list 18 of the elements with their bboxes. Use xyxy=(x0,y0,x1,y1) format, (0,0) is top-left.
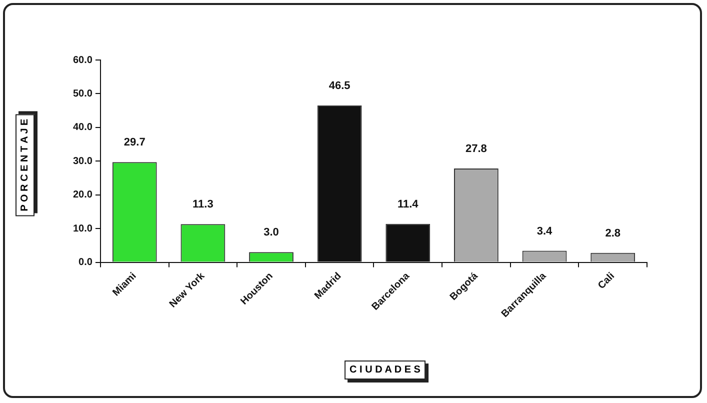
data-label: 27.8 xyxy=(465,143,487,156)
y-axis-title: P O R C E N T A J E xyxy=(16,114,34,216)
y-tick-label: 10.0 xyxy=(72,223,93,234)
y-tick-label: 20.0 xyxy=(72,190,93,201)
y-tick-label: 30.0 xyxy=(72,156,93,167)
x-axis-title: C I U D A D E S xyxy=(344,360,426,380)
data-label: 2.8 xyxy=(605,227,620,240)
data-label: 11.4 xyxy=(397,198,420,210)
data-label: 29.7 xyxy=(124,136,146,149)
data-label: 11.3 xyxy=(192,198,214,211)
y-tick-label: 40.0 xyxy=(72,122,93,134)
x-tick-label: Cali xyxy=(596,270,618,292)
y-tick-label: 0.0 xyxy=(78,257,93,268)
data-label: 46.5 xyxy=(328,80,350,92)
y-tick-label: 60.0 xyxy=(72,54,93,66)
data-label: 3.0 xyxy=(264,226,279,239)
y-tick-label: 50.0 xyxy=(72,88,93,100)
data-label: 3.4 xyxy=(536,225,554,238)
